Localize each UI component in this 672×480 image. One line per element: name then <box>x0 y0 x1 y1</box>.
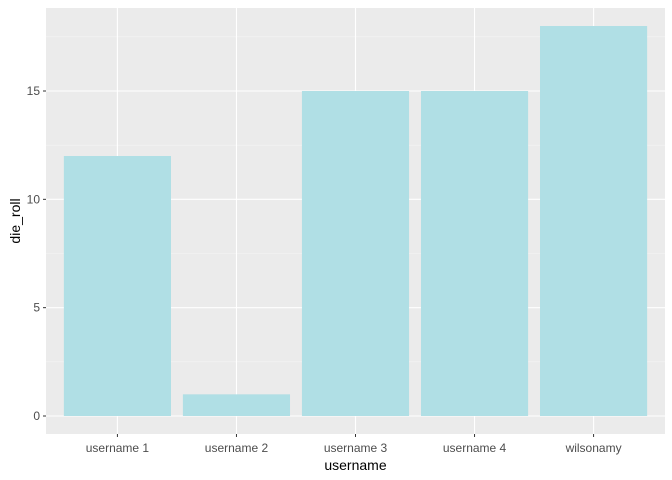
bar <box>420 91 529 416</box>
bar <box>301 91 410 416</box>
y-tick-label: 5 <box>33 301 40 315</box>
y-tick-label: 0 <box>33 409 40 423</box>
bar <box>182 394 291 416</box>
x-tick-label: username 1 <box>86 441 150 455</box>
bars <box>63 26 648 416</box>
y-axis-title: die_roll <box>7 198 23 243</box>
x-axis-title: username <box>324 457 386 473</box>
y-tick-label: 10 <box>27 192 41 206</box>
y-tick-label: 15 <box>27 84 41 98</box>
x-tick-label: wilsonamy <box>565 441 622 455</box>
y-axis: 0 5 10 15 <box>27 84 46 423</box>
x-tick-label: username 2 <box>205 441 269 455</box>
x-axis: username 1 username 2 username 3 username 4… <box>86 434 622 455</box>
bar <box>540 26 648 416</box>
x-tick-label: username 4 <box>443 441 507 455</box>
x-tick-label: username 3 <box>324 441 388 455</box>
bar <box>63 156 171 416</box>
